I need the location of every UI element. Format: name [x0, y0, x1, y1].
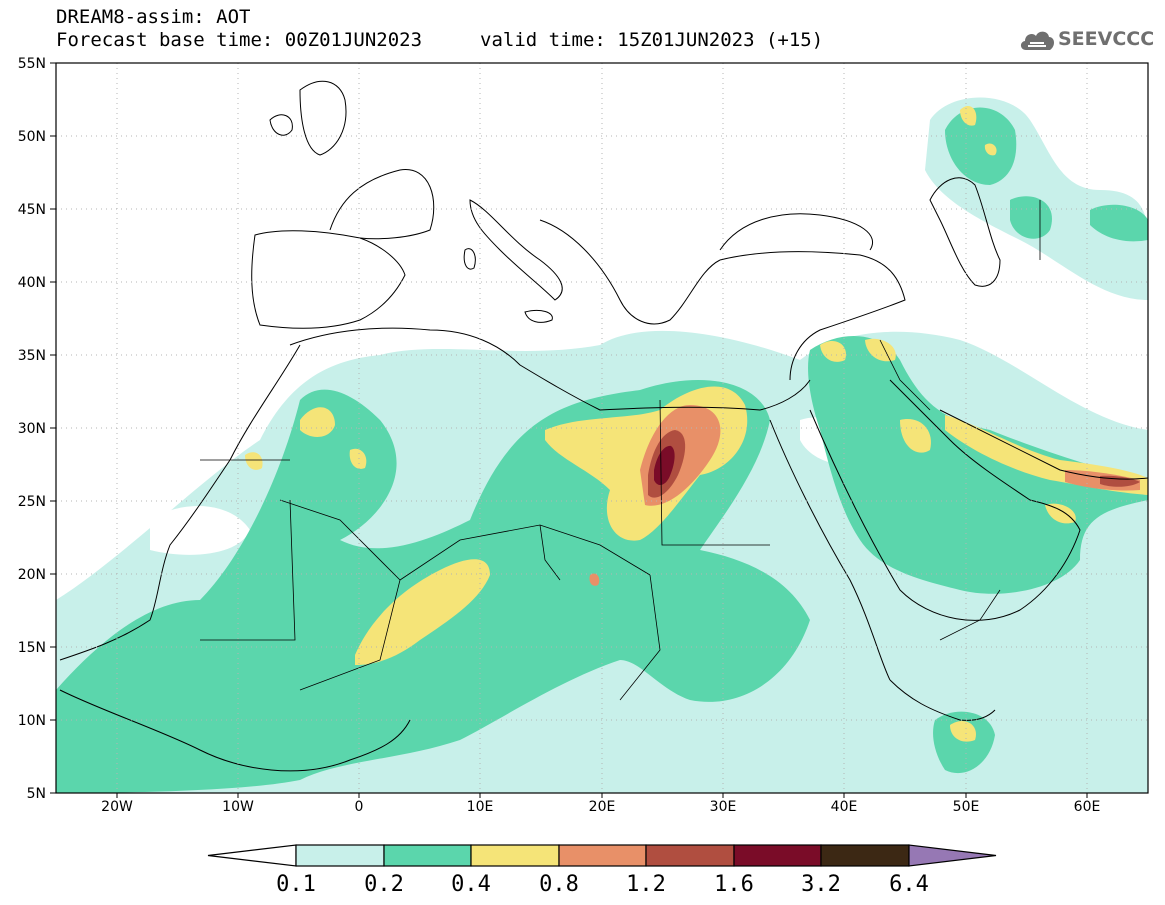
- colorbar-label: 0.4: [451, 872, 491, 897]
- colorbar-swatch: [470, 844, 560, 867]
- lon-tick: 10E: [467, 799, 494, 815]
- aot-band-0-4: [355, 559, 490, 665]
- lon-tick: 0: [355, 799, 364, 815]
- colorbar-swatch: [820, 844, 910, 867]
- colorbar-swatch: [558, 844, 647, 867]
- lat-tick: 40N: [18, 275, 46, 291]
- logo-text: SEEVCCC: [1058, 28, 1155, 50]
- colorbar-label: 3.2: [801, 872, 841, 897]
- lon-tick: 20W: [101, 799, 133, 815]
- colorbar-label: 6.4: [889, 872, 929, 897]
- lat-tick: 30N: [18, 421, 46, 437]
- graticule: [56, 63, 1148, 793]
- lon-tick: 60E: [1074, 799, 1101, 815]
- colorbar-swatch: [645, 844, 735, 867]
- coastlines: [59, 80, 1148, 772]
- aot-band-0-2-north: [945, 107, 1017, 185]
- lon-tick: 50E: [953, 799, 980, 815]
- colorbar-label: 0.1: [276, 872, 316, 897]
- aot-band-0-2-arabia: [808, 336, 1148, 594]
- cloud-icon: [1020, 31, 1055, 50]
- lat-tick: 5N: [27, 786, 46, 802]
- colorbar-label: 0.2: [364, 872, 404, 897]
- colorbar-high-triangle: [908, 844, 997, 867]
- colorbar-swatch: [383, 844, 472, 867]
- lat-tick: 15N: [18, 640, 46, 656]
- lat-tick: 55N: [18, 56, 46, 72]
- lon-tick: 10W: [222, 799, 254, 815]
- colorbar-low-triangle: [207, 844, 297, 867]
- lon-tick: 40E: [831, 799, 858, 815]
- map-title: DREAM8-assim: AOT: [56, 6, 251, 28]
- lat-tick: 25N: [18, 494, 46, 510]
- lon-axis: 20W 10W 0 10E 20E 30E 40E 50E 60E: [101, 793, 1100, 815]
- lat-tick: 45N: [18, 202, 46, 218]
- colorbar-label: 1.2: [626, 872, 666, 897]
- lon-tick: 30E: [710, 799, 737, 815]
- borders: [200, 200, 1041, 701]
- colorbar-swatch: [733, 844, 822, 867]
- lat-tick: 50N: [18, 129, 46, 145]
- colorbar-label: 1.6: [714, 872, 754, 897]
- colorbar-swatch: [295, 844, 385, 867]
- colorbar-label: 0.8: [539, 872, 579, 897]
- forecast-base-time: Forecast base time: 00Z01JUN2023: [56, 29, 423, 51]
- aot-band-1-6: [654, 445, 675, 486]
- valid-time: valid time: 15Z01JUN2023 (+15): [480, 29, 824, 51]
- lat-tick: 10N: [18, 713, 46, 729]
- aot-field: [56, 97, 1148, 793]
- lat-tick: 20N: [18, 567, 46, 583]
- lon-tick: 20E: [589, 799, 616, 815]
- colorbar: [207, 844, 997, 867]
- lat-axis: 55N 50N 45N 40N 35N 30N 25N 20N 15N 10N …: [18, 56, 56, 802]
- lat-tick: 35N: [18, 348, 46, 364]
- seevccc-logo: SEEVCCC: [1018, 22, 1155, 56]
